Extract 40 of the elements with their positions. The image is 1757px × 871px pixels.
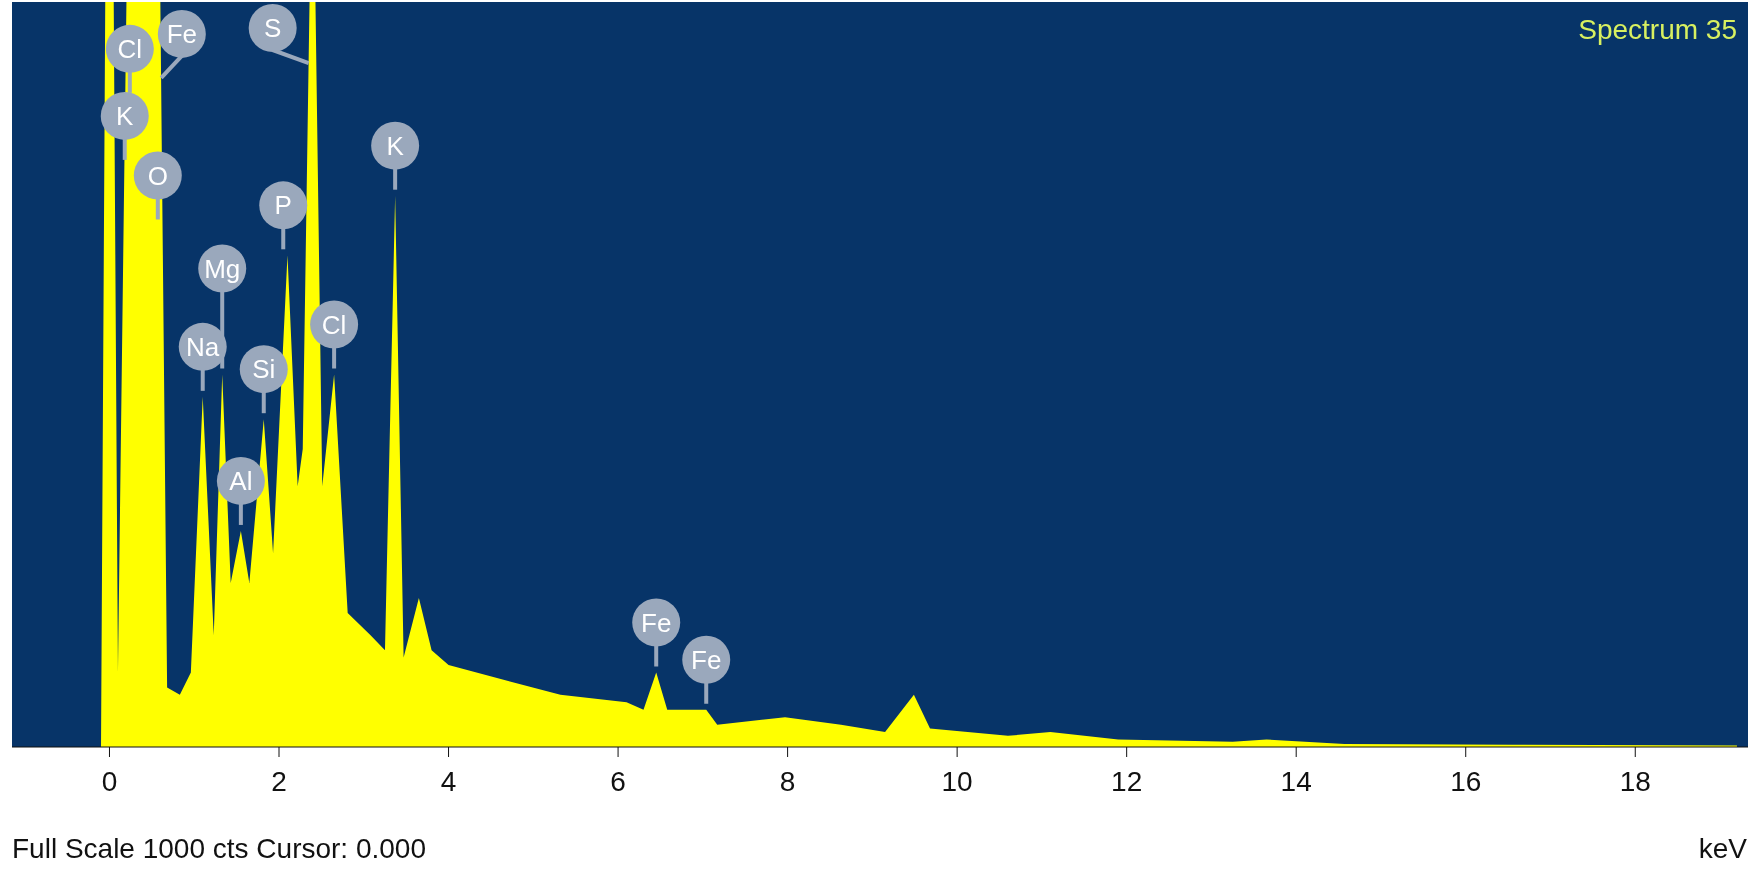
chart-title: Spectrum 35 — [1578, 14, 1737, 46]
annotation: Na — [186, 331, 220, 362]
annotation: O — [147, 160, 168, 191]
annotation: Fe — [691, 644, 722, 675]
element-label: Si — [239, 345, 288, 414]
x-tick-label: 10 — [941, 765, 973, 797]
text: Full Scale 1000 cts Cursor: 0.000 — [12, 833, 426, 865]
element-label: Fe — [632, 598, 681, 667]
annotation: K — [116, 100, 135, 131]
element-label: Cl — [310, 300, 359, 369]
x-tick-label: 14 — [1280, 765, 1312, 797]
annotation: Cl — [321, 309, 347, 340]
annotation: Mg — [204, 253, 241, 284]
element-label: K — [100, 91, 149, 160]
element-label: Al — [216, 456, 265, 525]
annotation: Fe — [166, 18, 197, 49]
element-label: S — [248, 4, 310, 65]
x-axis-title: keV — [1698, 833, 1747, 865]
x-tick-label: 16 — [1450, 765, 1482, 797]
x-tick-label: 12 — [1111, 765, 1143, 797]
element-label: Fe — [157, 9, 206, 80]
annotation: Fe — [641, 607, 672, 638]
annotation: Al — [229, 465, 253, 496]
x-tick-label: 18 — [1619, 765, 1651, 797]
annotation: Cl — [117, 33, 143, 64]
element-label: Na — [178, 322, 227, 391]
x-tick-label: 2 — [271, 765, 287, 797]
annotation: K — [386, 130, 405, 161]
element-label: O — [133, 151, 182, 220]
annotation: S — [264, 13, 282, 43]
element-label: P — [259, 181, 308, 250]
annotation: Si — [252, 354, 276, 385]
element-label: Fe — [682, 635, 731, 704]
element-label: Cl — [105, 24, 154, 93]
annotation: P — [274, 190, 292, 221]
element-label: K — [371, 121, 420, 190]
x-tick-label: 8 — [779, 765, 796, 797]
x-tick-label: 4 — [440, 765, 457, 797]
x-tick-label: 0 — [101, 765, 118, 797]
x-tick-label: 6 — [610, 765, 626, 797]
